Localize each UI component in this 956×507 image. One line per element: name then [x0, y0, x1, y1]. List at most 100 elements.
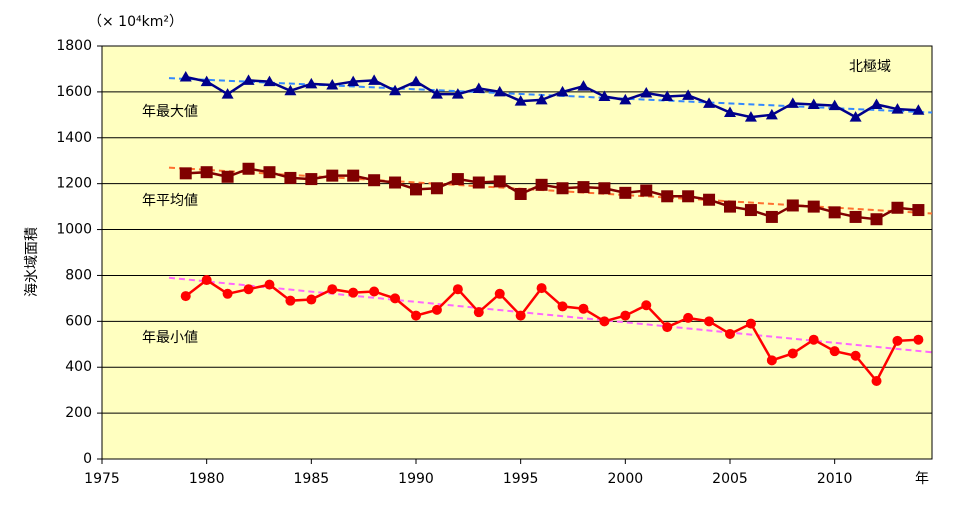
- marker: [430, 182, 443, 195]
- marker: [389, 176, 402, 189]
- marker: [305, 77, 318, 89]
- marker: [368, 174, 381, 187]
- marker: [221, 88, 234, 99]
- marker: [766, 355, 777, 366]
- marker: [222, 288, 233, 299]
- series-label: 年最大値: [142, 104, 198, 120]
- plot-area: [101, 45, 933, 460]
- marker: [892, 335, 903, 346]
- region-label: 北極域: [849, 59, 891, 75]
- marker: [180, 291, 191, 302]
- marker: [200, 75, 213, 87]
- marker: [682, 190, 695, 203]
- x-tick-label: 1975: [84, 471, 120, 487]
- marker: [409, 75, 422, 87]
- trend-line: [168, 276, 933, 354]
- y-tick-label: 0: [83, 451, 92, 467]
- marker: [829, 346, 840, 357]
- marker: [347, 169, 360, 182]
- marker: [369, 286, 380, 297]
- y-tick-label: 1200: [56, 176, 92, 192]
- marker: [284, 84, 297, 96]
- marker: [891, 103, 904, 114]
- x-tick-label: 1990: [398, 471, 434, 487]
- x-tick-label: 1980: [189, 471, 225, 487]
- marker: [577, 181, 590, 194]
- marker: [786, 97, 799, 108]
- unit-label: （× 10⁴km²）: [88, 14, 183, 30]
- marker: [661, 90, 674, 101]
- marker: [786, 199, 799, 212]
- marker: [640, 184, 653, 197]
- marker: [326, 79, 339, 90]
- marker: [535, 93, 548, 105]
- marker: [201, 275, 212, 286]
- y-tick-label: 200: [65, 405, 92, 421]
- marker: [598, 90, 611, 101]
- marker: [514, 187, 527, 200]
- marker: [599, 316, 610, 327]
- x-tick-label: 1985: [294, 471, 330, 487]
- marker: [535, 178, 548, 191]
- marker: [724, 328, 735, 339]
- marker: [347, 75, 360, 87]
- marker: [284, 171, 297, 184]
- marker: [305, 173, 318, 186]
- marker: [577, 80, 590, 91]
- marker: [598, 182, 611, 195]
- marker: [744, 111, 757, 122]
- marker: [179, 167, 192, 180]
- marker: [744, 204, 757, 217]
- marker: [243, 284, 254, 295]
- marker: [556, 182, 569, 195]
- marker: [493, 85, 506, 97]
- x-tick-label: 2010: [817, 471, 853, 487]
- marker: [493, 175, 506, 188]
- series-label: 年平均値: [142, 193, 198, 209]
- marker: [326, 169, 339, 182]
- marker: [723, 106, 736, 118]
- marker: [409, 183, 422, 196]
- marker: [264, 279, 275, 290]
- marker: [765, 108, 778, 120]
- marker: [619, 93, 632, 105]
- marker: [472, 176, 485, 189]
- x-tick-label: 1995: [503, 471, 539, 487]
- marker: [430, 88, 443, 99]
- marker: [849, 111, 862, 122]
- x-tick-label: 2005: [712, 471, 748, 487]
- y-tick-label: 1400: [56, 130, 92, 146]
- marker: [723, 200, 736, 213]
- marker: [807, 200, 820, 213]
- marker: [557, 301, 568, 312]
- y-tick-label: 1600: [56, 84, 92, 100]
- x-tick-label: 2000: [608, 471, 644, 487]
- marker: [451, 88, 464, 99]
- marker: [578, 303, 589, 314]
- marker: [807, 98, 820, 110]
- marker: [514, 95, 527, 106]
- marker: [452, 284, 463, 295]
- series-label: 年最小値: [142, 330, 198, 346]
- marker: [200, 166, 213, 179]
- marker: [327, 284, 338, 295]
- marker: [410, 310, 421, 321]
- marker: [808, 334, 819, 345]
- marker: [242, 74, 255, 85]
- marker: [306, 294, 317, 305]
- marker: [473, 307, 484, 318]
- marker: [640, 87, 653, 98]
- marker: [891, 201, 904, 214]
- y-axis-label: 海氷域面積: [24, 227, 40, 297]
- marker: [703, 97, 716, 108]
- y-tick-label: 600: [65, 313, 92, 329]
- marker: [179, 70, 192, 82]
- marker: [683, 312, 694, 323]
- marker: [704, 316, 715, 327]
- y-tick-label: 1000: [56, 222, 92, 238]
- marker: [703, 193, 716, 206]
- marker: [870, 213, 883, 226]
- marker: [390, 293, 401, 304]
- marker: [641, 300, 652, 311]
- marker: [431, 304, 442, 315]
